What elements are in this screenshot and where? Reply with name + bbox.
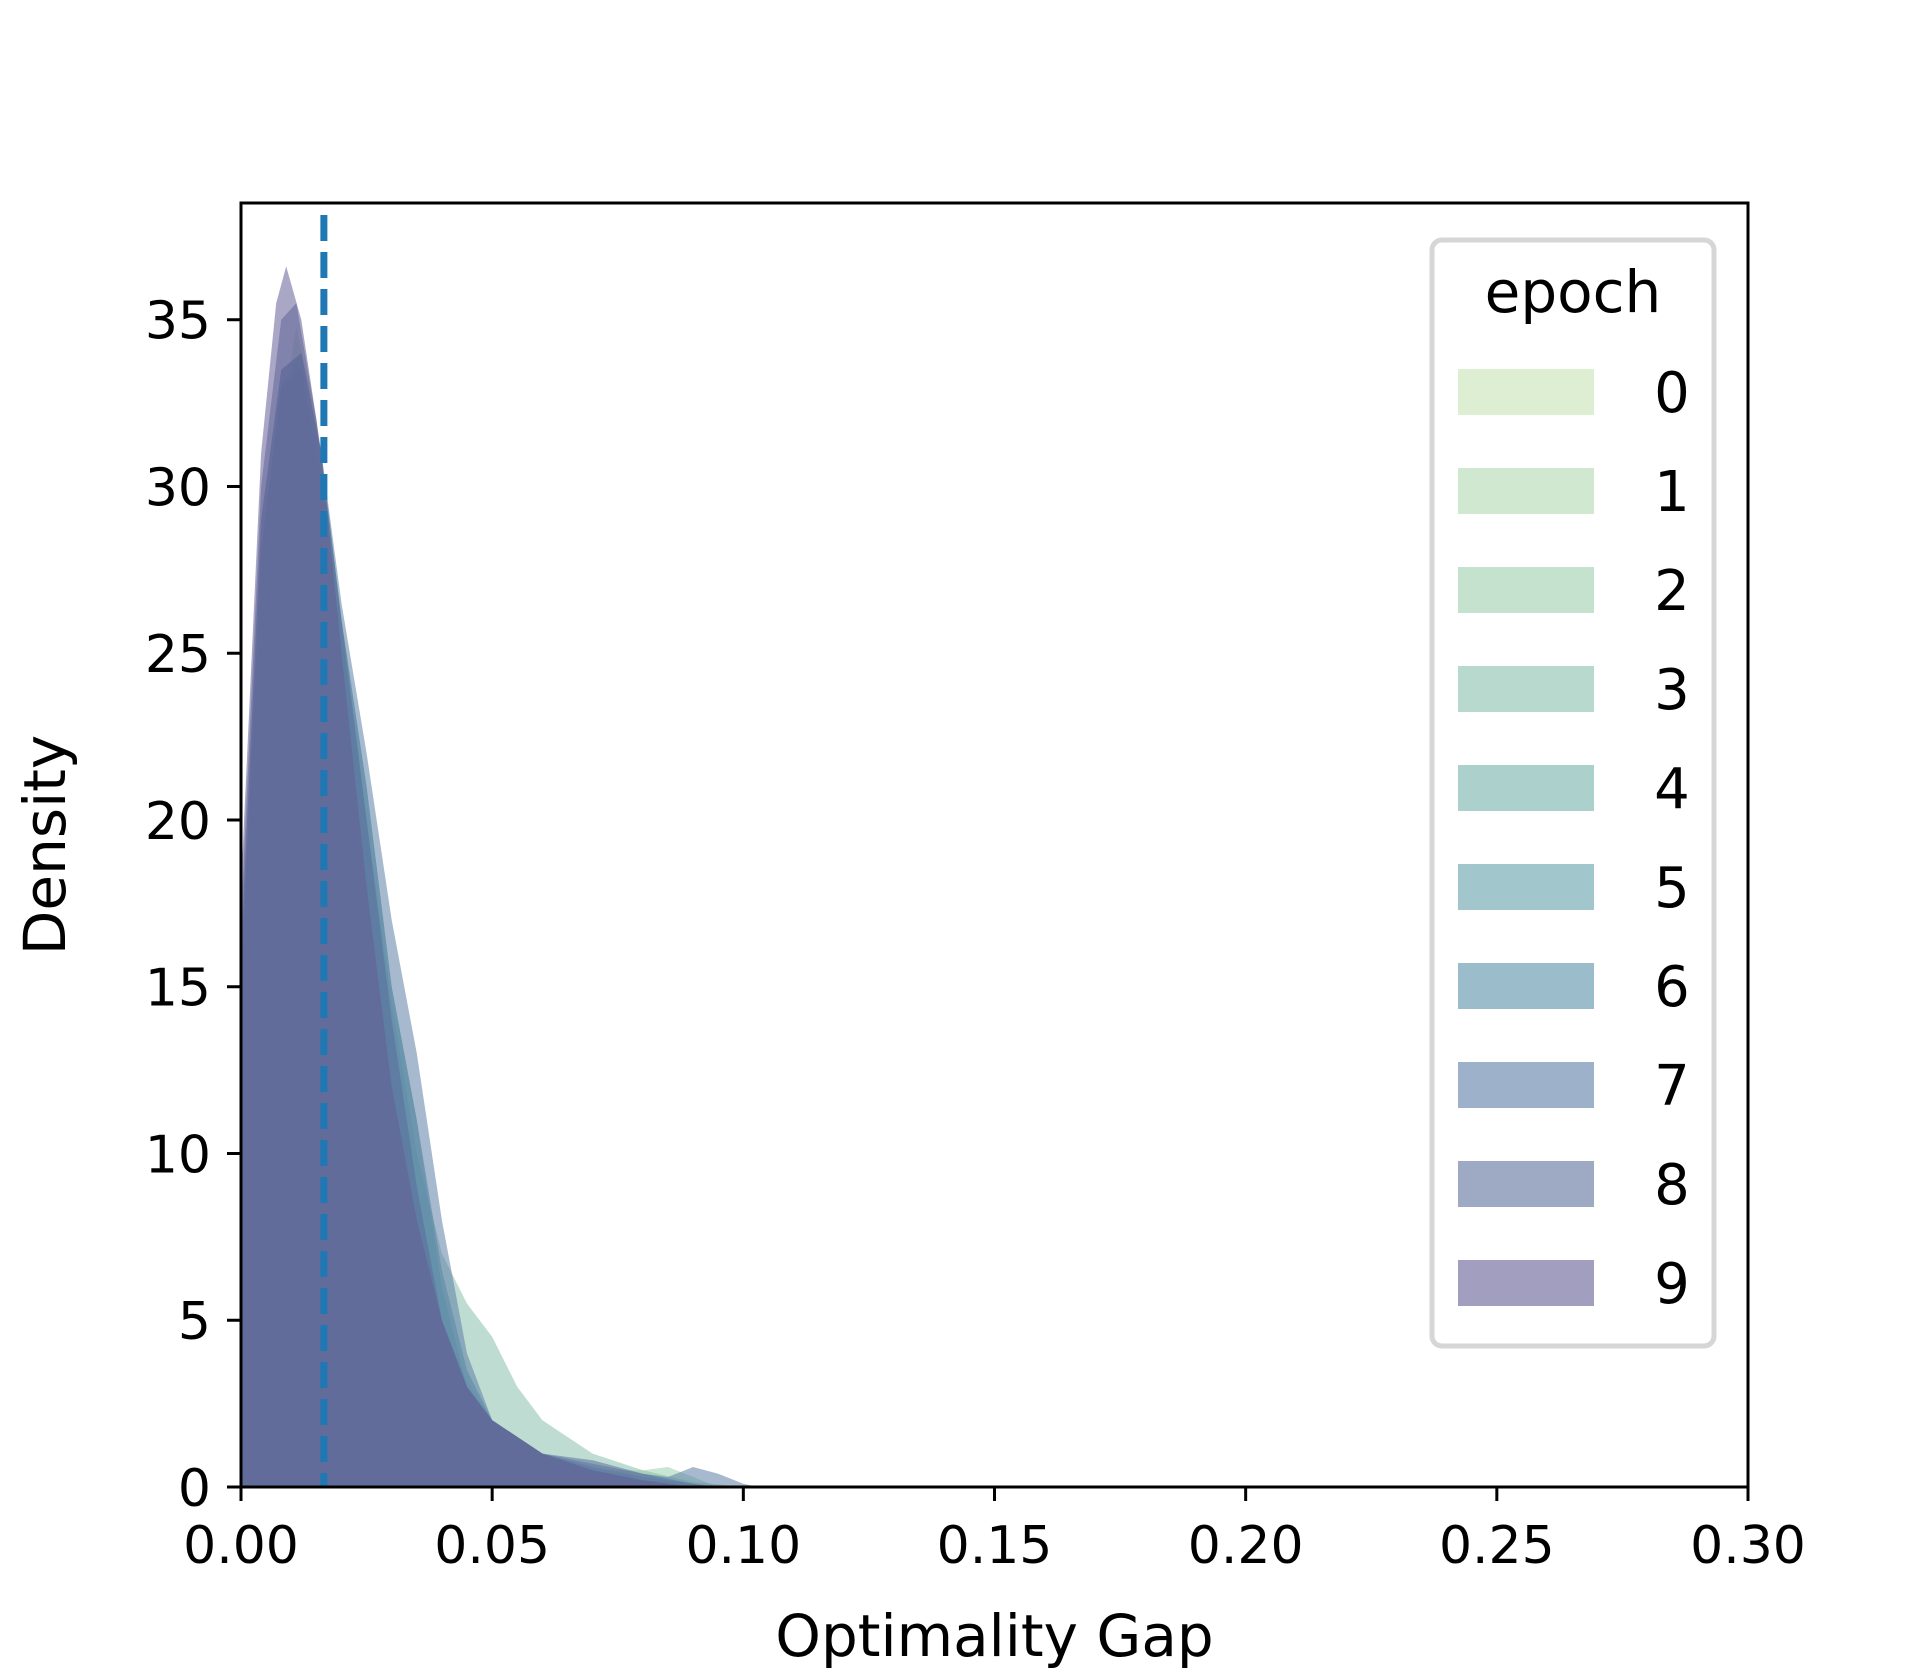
density-area-epoch-9 xyxy=(241,266,694,1487)
y-axis-label: Density xyxy=(11,735,79,956)
legend-label-epoch-3: 3 xyxy=(1654,658,1690,723)
legend-swatch-epoch-4 xyxy=(1458,765,1594,811)
x-tick-label: 0.00 xyxy=(183,1516,299,1576)
legend-title: epoch xyxy=(1485,258,1662,326)
legend-swatch-epoch-1 xyxy=(1458,468,1594,514)
legend-swatch-epoch-0 xyxy=(1458,369,1594,415)
density-areas xyxy=(241,266,759,1488)
legend: epoch 0 1 2 3 4 5 6 7 8 9 xyxy=(1429,237,1717,1349)
legend-swatch-epoch-2 xyxy=(1458,567,1594,613)
legend-swatch-epoch-3 xyxy=(1458,666,1594,712)
legend-label-epoch-2: 2 xyxy=(1654,559,1690,624)
x-axis-label: Optimality Gap xyxy=(775,1602,1213,1670)
y-tick-label: 10 xyxy=(145,1125,211,1185)
y-tick-label: 5 xyxy=(178,1292,211,1352)
x-tick-label: 0.25 xyxy=(1439,1516,1555,1576)
y-tick-label: 30 xyxy=(145,458,211,518)
legend-label-epoch-1: 1 xyxy=(1654,460,1690,525)
y-axis: 0 5 10 15 20 25 30 35 xyxy=(145,292,241,1519)
x-tick-label: 0.20 xyxy=(1188,1516,1304,1576)
legend-label-epoch-5: 5 xyxy=(1654,856,1690,921)
legend-swatch-epoch-8 xyxy=(1458,1161,1594,1207)
y-tick-label: 0 xyxy=(178,1459,211,1519)
legend-label-epoch-4: 4 xyxy=(1654,757,1690,822)
legend-label-epoch-7: 7 xyxy=(1654,1054,1690,1119)
legend-label-epoch-9: 9 xyxy=(1654,1252,1690,1317)
x-tick-label: 0.05 xyxy=(434,1516,550,1576)
x-tick-label: 0.10 xyxy=(685,1516,801,1576)
y-tick-label: 20 xyxy=(145,792,211,852)
x-tick-label: 0.15 xyxy=(937,1516,1053,1576)
x-tick-label: 0.30 xyxy=(1690,1516,1806,1576)
y-tick-label: 15 xyxy=(145,959,211,1019)
y-tick-label: 25 xyxy=(145,625,211,685)
y-tick-label: 35 xyxy=(145,292,211,352)
legend-label-epoch-8: 8 xyxy=(1654,1153,1690,1218)
legend-swatch-epoch-9 xyxy=(1458,1260,1594,1306)
legend-swatch-epoch-7 xyxy=(1458,1062,1594,1108)
legend-items: 0 1 2 3 4 5 6 7 8 9 xyxy=(1458,361,1690,1317)
legend-label-epoch-6: 6 xyxy=(1654,955,1690,1020)
legend-swatch-epoch-5 xyxy=(1458,864,1594,910)
legend-swatch-epoch-6 xyxy=(1458,963,1594,1009)
x-axis: 0.00 0.05 0.10 0.15 0.20 0.25 0.30 xyxy=(183,1487,1806,1576)
legend-label-epoch-0: 0 xyxy=(1654,361,1690,426)
